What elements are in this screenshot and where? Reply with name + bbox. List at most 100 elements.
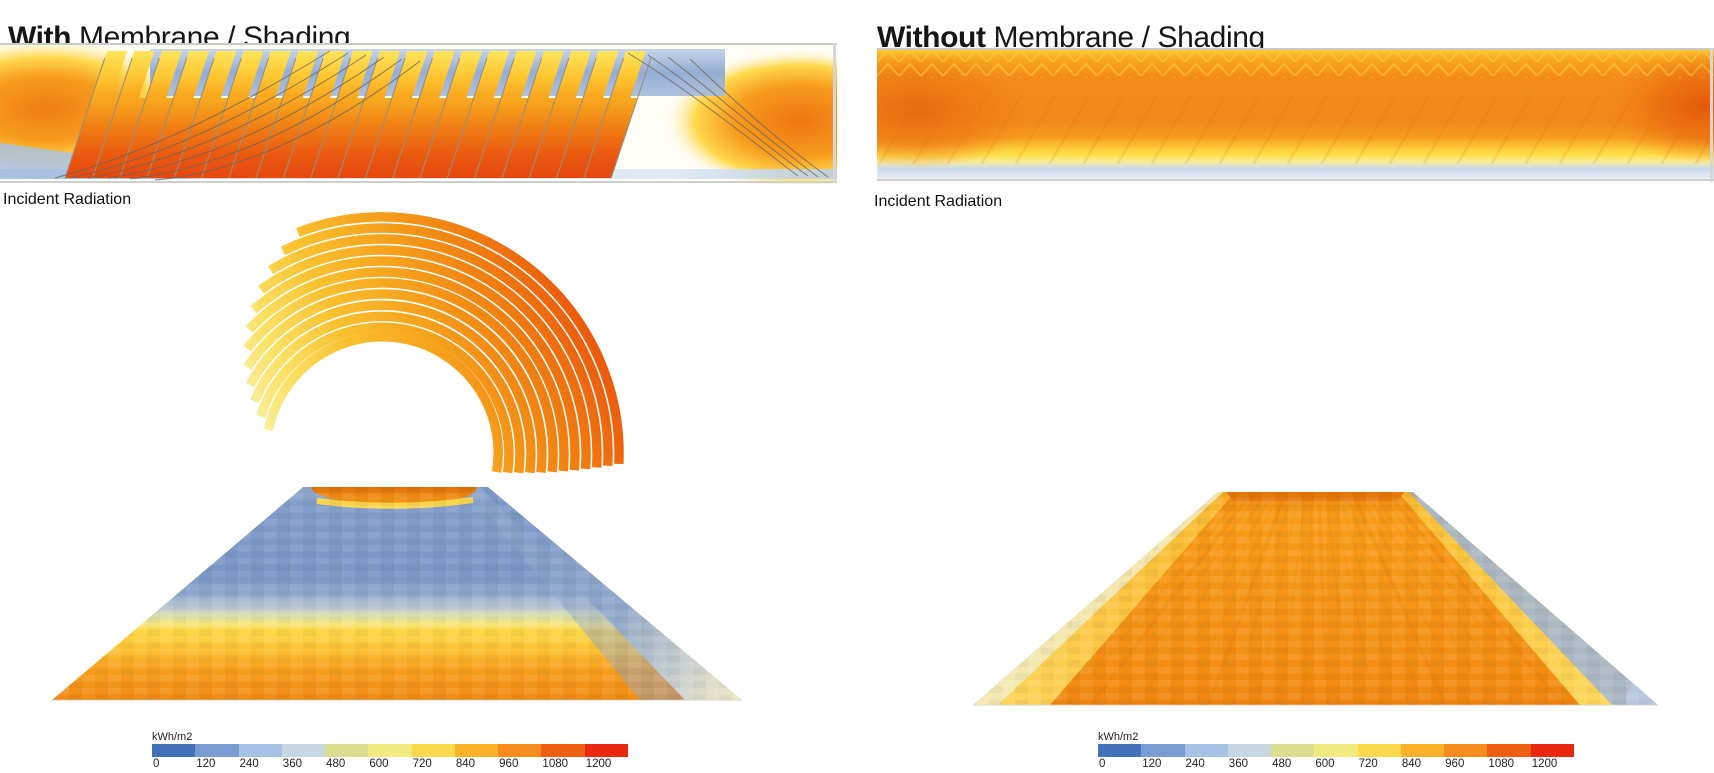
membrane-panel-top — [610, 51, 646, 98]
legend-segment-600 — [368, 744, 412, 757]
legend-segment-1200 — [584, 744, 628, 757]
strip-bottom-border — [0, 181, 837, 183]
legend-tick-0: 0 — [153, 758, 160, 770]
legend-color-bar — [1098, 744, 1574, 757]
panel-edge-line — [310, 57, 352, 179]
membrane-panel-top — [228, 51, 264, 98]
legend-tick-0: 0 — [1099, 758, 1106, 770]
membrane-panel-top — [118, 51, 155, 98]
legend-segment-120 — [1141, 744, 1185, 757]
panel-edge-line — [364, 57, 406, 179]
strip-top-border — [0, 43, 837, 45]
membrane-panel-top — [200, 51, 237, 98]
legend-segment-360 — [1227, 744, 1272, 757]
membrane-fan-with-membrane — [243, 212, 624, 474]
membrane-panel-top — [419, 51, 455, 98]
legend-tick-1080: 1080 — [542, 758, 569, 770]
legend-segment-720 — [1357, 744, 1401, 757]
legend-tick-120: 120 — [196, 758, 216, 770]
legend-tick-480: 480 — [1272, 758, 1292, 770]
panel-edge-line — [392, 57, 433, 179]
panel-edge-line — [446, 57, 488, 179]
legend-segment-1200 — [1530, 744, 1574, 757]
membrane-panel-top — [255, 51, 291, 98]
mosaic-texture — [52, 487, 742, 700]
legend-tick-1080: 1080 — [1488, 758, 1515, 770]
membrane-panel-top — [282, 51, 319, 98]
strip-right-border — [1710, 48, 1713, 182]
legend-unit-label: kWh/m2 — [1098, 731, 1139, 743]
legend-tick-720: 720 — [412, 758, 432, 770]
legend-unit-label: kWh/m2 — [152, 731, 193, 743]
panel-edge-line — [610, 57, 652, 179]
panel-edge-line — [228, 57, 270, 179]
legend-segment-840 — [1400, 744, 1445, 757]
panel-edge-line — [64, 57, 106, 179]
membrane-panel-top — [91, 51, 128, 98]
legend-segment-240 — [238, 744, 282, 757]
legend-segment-1080 — [541, 744, 585, 757]
membrane-panel-top — [501, 51, 537, 98]
diagonal-shadow-texture — [877, 96, 1714, 164]
panel-edge-line — [146, 57, 188, 179]
legend-tick-600: 600 — [1315, 758, 1335, 770]
mosaic-texture — [973, 492, 1658, 705]
membrane-panel-top — [337, 51, 373, 98]
legend-tick-1200: 1200 — [585, 758, 612, 770]
legend-without-membrane: kWh/m2 0 120 240 360 480 600 720 840 960 1080 1200 — [1098, 731, 1578, 771]
legend-tick-840: 840 — [1401, 758, 1422, 770]
legend-tick-240: 240 — [1185, 758, 1205, 770]
panel-edge-line — [528, 57, 570, 179]
radiation-label-left: Incident Radiation — [3, 191, 132, 208]
legend-segment-480 — [325, 744, 369, 757]
legend-segment-120 — [195, 744, 239, 757]
legend-tick-960: 960 — [499, 758, 519, 770]
membrane-panel-top — [310, 51, 346, 98]
legend-tick-labels: 0 120 240 360 480 600 720 840 960 1080 1200 — [152, 758, 632, 771]
membrane-arc-strips — [243, 212, 624, 474]
legend-segment-840 — [454, 744, 499, 757]
membrane-panel-top — [528, 51, 564, 98]
section-strip-without-membrane — [877, 48, 1714, 182]
legend-tick-360: 360 — [1228, 758, 1248, 770]
membrane-panel-top — [173, 51, 209, 98]
top-zigzag-texture — [877, 52, 1714, 78]
membrane-panel-top — [473, 51, 510, 98]
strip-top-border — [877, 48, 1714, 50]
membrane-panel-top — [364, 51, 401, 98]
legend-segment-1080 — [1487, 744, 1531, 757]
legend-segment-600 — [1314, 744, 1358, 757]
panel-edge-line — [255, 57, 297, 179]
radiation-label-right: Incident Radiation — [874, 193, 1003, 210]
cable-lines-left — [54, 50, 421, 181]
panel-edge-line — [555, 57, 597, 179]
legend-tick-240: 240 — [239, 758, 259, 770]
legend-tick-480: 480 — [326, 758, 346, 770]
legend-segment-720 — [411, 744, 455, 757]
legend-tick-labels: 0 120 240 360 480 600 720 840 960 1080 1200 — [1098, 758, 1578, 771]
ground-shadow-line — [973, 704, 1658, 706]
legend-segment-240 — [1184, 744, 1228, 757]
panel-edge-line — [419, 57, 461, 179]
strip-right-border — [833, 43, 836, 183]
membrane-panel-top — [555, 51, 592, 98]
panel-edge-line — [583, 57, 625, 179]
strip-bottom-border — [877, 179, 1714, 181]
legend-tick-960: 960 — [1445, 758, 1465, 770]
legend-tick-840: 840 — [455, 758, 476, 770]
panel-edge-line — [119, 57, 160, 179]
section-strip-with-membrane — [0, 43, 837, 184]
legend-tick-1200: 1200 — [1531, 758, 1558, 770]
ground-shadow-line — [52, 699, 742, 701]
panel-edge-line — [91, 57, 133, 179]
panel-edge-line — [474, 57, 515, 179]
cable-lines-right — [627, 52, 829, 178]
ground-plane-with-membrane — [52, 487, 742, 701]
panel-edge-line — [337, 57, 379, 179]
ground-plane-without-membrane — [973, 492, 1658, 706]
panel-edge-line — [173, 57, 215, 179]
legend-segment-360 — [281, 744, 326, 757]
legend-segment-480 — [1271, 744, 1315, 757]
membrane-panel-top — [446, 51, 482, 98]
membrane-panel-top — [146, 51, 182, 98]
